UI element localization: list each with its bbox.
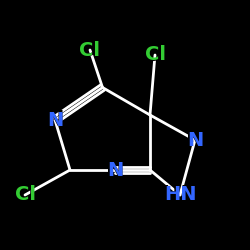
Text: N: N [187, 130, 203, 150]
Text: Cl: Cl [13, 185, 37, 205]
Text: HN: HN [162, 185, 198, 205]
Text: N: N [107, 160, 123, 180]
Text: Cl: Cl [144, 46, 166, 64]
Text: Cl: Cl [143, 45, 167, 65]
Text: HN: HN [164, 186, 196, 204]
Text: Cl: Cl [14, 186, 36, 204]
Text: N: N [46, 110, 64, 130]
Text: Cl: Cl [78, 40, 102, 60]
Text: N: N [47, 110, 63, 130]
Text: N: N [106, 160, 124, 180]
Text: N: N [186, 130, 204, 150]
Text: Cl: Cl [80, 40, 100, 60]
